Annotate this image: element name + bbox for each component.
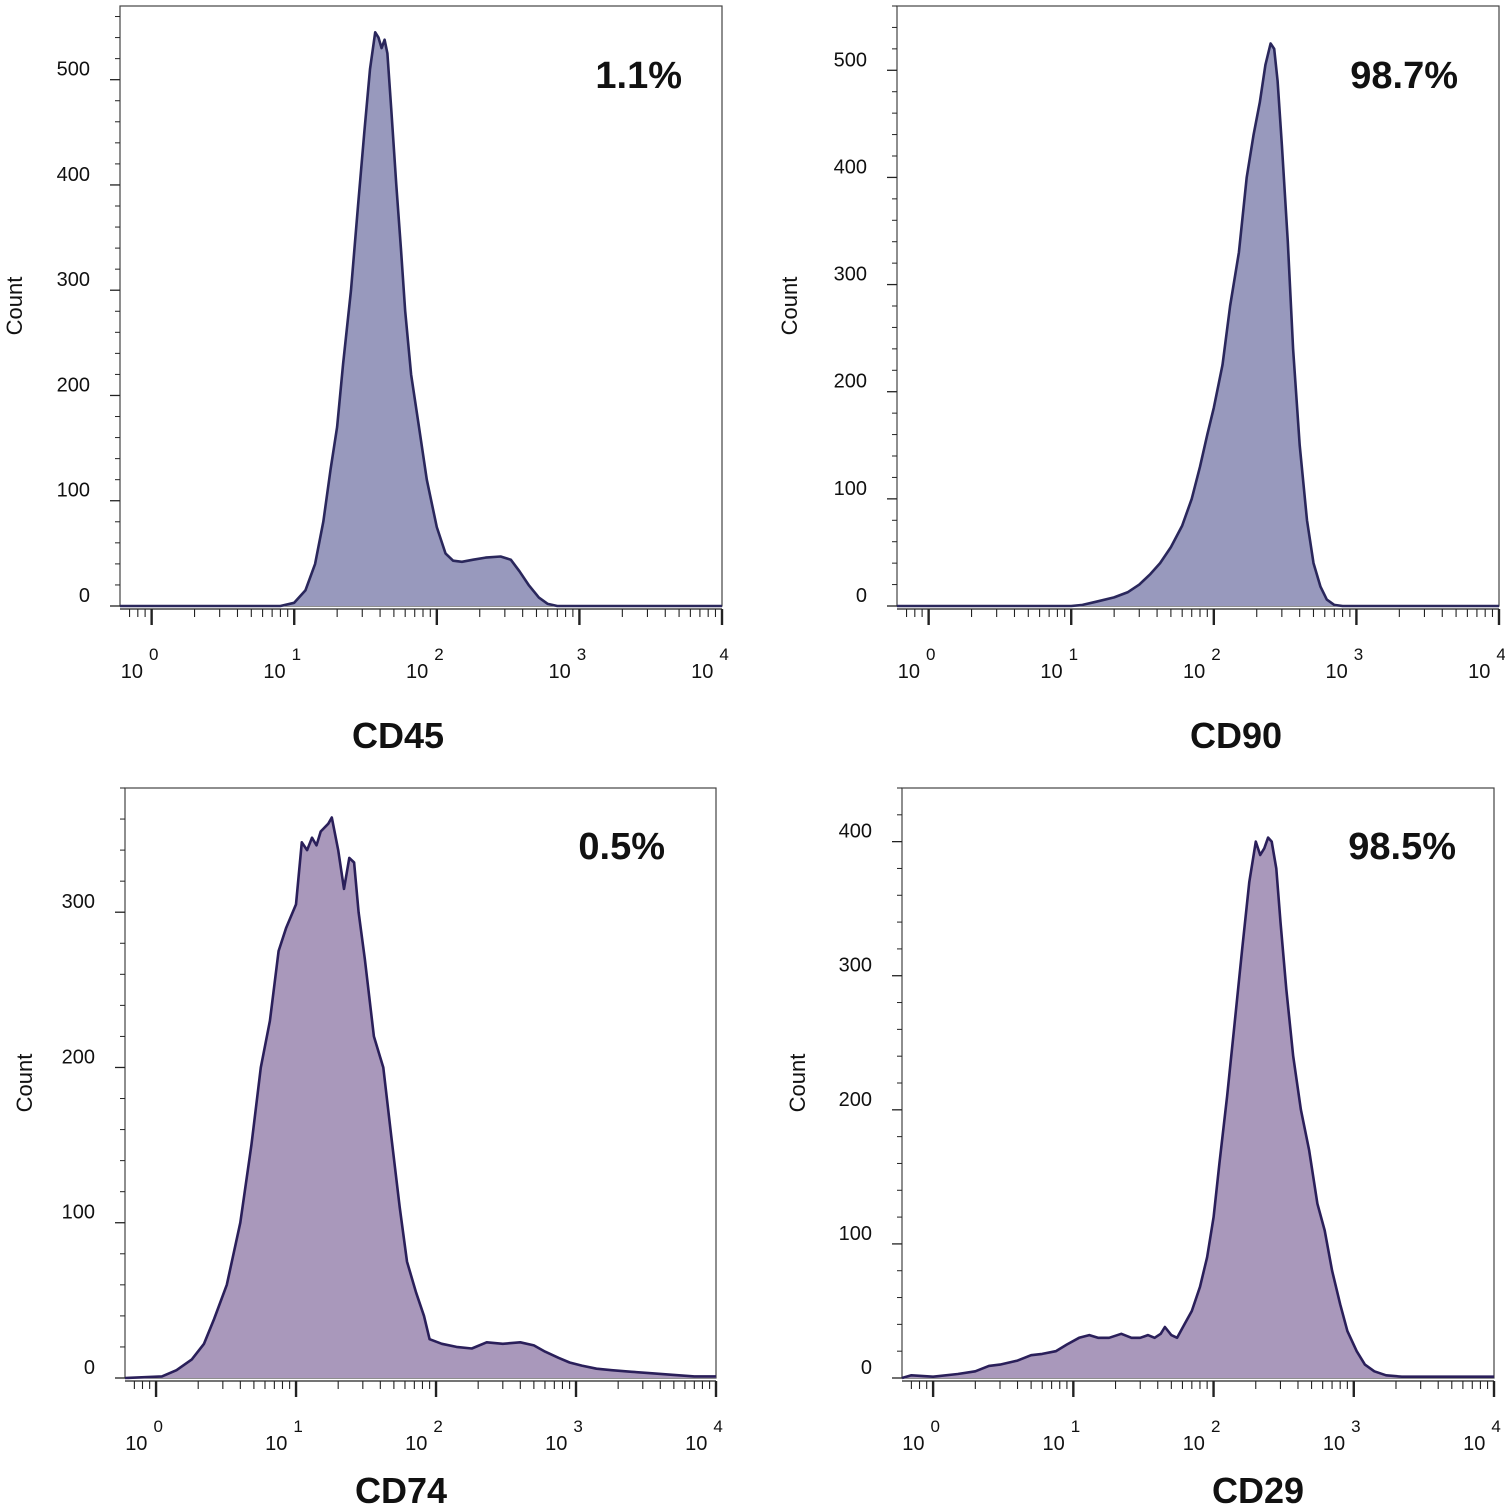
x-tick-label: 101 (265, 1417, 303, 1455)
x-tick-label: 104 (1463, 1417, 1501, 1455)
plot-frame (124, 787, 717, 1379)
x-tick-label: 101 (263, 645, 301, 683)
x-tick-label: 101 (1042, 1417, 1080, 1455)
y-tick-label: 300 (62, 891, 95, 913)
histogram-area (897, 43, 1499, 606)
y-tick-label: 300 (834, 264, 867, 286)
x-tick-label: 103 (1323, 1417, 1361, 1455)
y-tick-label: 400 (839, 821, 872, 843)
y-axis-label: Count (777, 277, 802, 336)
y-axis-label: Count (12, 1054, 37, 1113)
y-tick-label: 500 (834, 49, 867, 71)
x-tick-label: 103 (545, 1417, 583, 1455)
percent-positive-label: 1.1% (595, 55, 682, 97)
x-axis-label: CD45 (352, 715, 444, 756)
y-tick-label: 200 (834, 371, 867, 393)
percent-positive-label: 0.5% (578, 826, 665, 868)
x-tick-label: 101 (1040, 645, 1078, 683)
y-tick-label: 100 (62, 1202, 95, 1224)
y-tick-label: 200 (57, 374, 90, 396)
x-axis-label: CD29 (1212, 1470, 1304, 1510)
percent-positive-label: 98.7% (1350, 55, 1458, 97)
histogram-area (120, 32, 722, 607)
histogram-panel-cd90: 0 100 200 300 400 500 100 101 102 103 104 Count CD90… (777, 5, 1505, 756)
y-tick-label: 300 (839, 955, 872, 977)
percent-positive-label: 98.5% (1348, 826, 1456, 868)
histogram-panel-cd45: 0 100 200 300 400 500 100 101 102 103 104 Count CD45… (2, 5, 729, 756)
y-tick-label: 100 (57, 480, 90, 502)
x-tick-label: 102 (1183, 645, 1221, 683)
x-tick-label: 104 (691, 645, 729, 683)
histogram-panel-cd74: 0 100 200 300 100 101 102 103 104 Count CD74 0.5% (12, 787, 723, 1510)
x-tick-label: 102 (406, 645, 444, 683)
y-tick-label: 300 (57, 269, 90, 291)
x-tick-label: 100 (898, 645, 936, 683)
y-tick-label: 100 (839, 1223, 872, 1245)
y-tick-label: 0 (856, 585, 867, 607)
histogram-outline (120, 30, 722, 608)
y-tick-label: 100 (834, 478, 867, 500)
x-tick-label: 102 (1183, 1417, 1221, 1455)
y-tick-label: 0 (84, 1357, 95, 1379)
y-tick-label: 400 (834, 156, 867, 178)
y-tick-label: 200 (62, 1046, 95, 1068)
y-tick-label: 400 (57, 164, 90, 186)
x-tick-label: 100 (125, 1417, 163, 1455)
x-tick-label: 104 (685, 1417, 723, 1455)
histogram-area (902, 837, 1494, 1378)
histogram-panel-cd29: 0 100 200 300 400 100 101 102 103 104 Count CD29 98.… (785, 787, 1501, 1510)
y-tick-label: 0 (79, 585, 90, 607)
x-tick-label: 100 (902, 1417, 940, 1455)
y-tick-label: 500 (57, 59, 90, 81)
y-tick-label: 200 (839, 1089, 872, 1111)
y-tick-label: 0 (861, 1357, 872, 1379)
x-tick-label: 103 (549, 645, 587, 683)
histogram-outline (901, 836, 1494, 1380)
y-axis-label: Count (2, 277, 27, 336)
x-tick-label: 100 (121, 645, 159, 683)
histogram-outline (897, 42, 1499, 608)
histogram-area (125, 817, 716, 1378)
x-tick-label: 104 (1468, 645, 1505, 683)
histogram-outline (124, 816, 716, 1380)
y-axis-label: Count (785, 1054, 810, 1113)
x-tick-label: 103 (1326, 645, 1364, 683)
x-axis-label: CD74 (355, 1470, 447, 1510)
x-tick-label: 102 (405, 1417, 443, 1455)
x-axis-label: CD90 (1190, 715, 1282, 756)
